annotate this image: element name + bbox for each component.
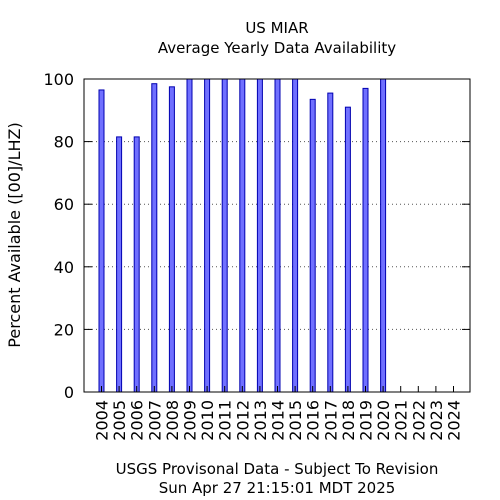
x-tick-label: 2004	[93, 400, 112, 441]
y-tick-label: 0	[64, 383, 74, 402]
bar-2011	[221, 78, 228, 393]
x-axis: 2004200520062007200820092010201120122013…	[93, 386, 464, 441]
bar-2012	[239, 78, 246, 393]
x-tick-label: 2012	[233, 400, 252, 441]
x-tick-label: 2005	[110, 400, 129, 441]
bar-2004	[98, 89, 105, 393]
chart-subtitle: Average Yearly Data Availability	[158, 39, 396, 57]
bar-2018	[344, 106, 351, 393]
x-tick-label: 2014	[269, 400, 288, 441]
bar-2007	[151, 83, 158, 393]
x-tick-label: 2017	[321, 400, 340, 441]
x-tick-label: 2007	[145, 400, 164, 441]
plot-frame	[83, 78, 471, 393]
y-axis-label: Percent Available ([00]/LHZ)	[5, 122, 24, 347]
timestamp: Sun Apr 27 21:15:01 MDT 2025	[159, 479, 396, 497]
y-tick-label: 40	[54, 258, 74, 277]
x-tick-label: 2020	[374, 400, 393, 441]
bar-2005	[116, 136, 123, 393]
x-axis-label: USGS Provisonal Data - Subject To Revisi…	[116, 460, 439, 478]
x-tick-label: 2008	[163, 400, 182, 441]
bar-2009	[186, 78, 193, 393]
bar-2015	[292, 78, 299, 393]
bars	[98, 78, 387, 393]
x-tick-label: 2009	[181, 400, 200, 441]
y-tick-label: 60	[54, 195, 74, 214]
bar-2019	[362, 87, 369, 393]
x-tick-label: 2023	[427, 400, 446, 441]
y-tick-label: 80	[54, 133, 74, 152]
y-tick-label: 100	[43, 70, 74, 89]
x-tick-label: 2011	[216, 400, 235, 441]
x-tick-label: 2024	[445, 400, 464, 441]
x-tick-label: 2006	[128, 400, 147, 441]
y-tick-label: 20	[54, 320, 74, 339]
x-tick-label: 2021	[392, 400, 411, 441]
bar-2014	[274, 78, 281, 393]
bar-2013	[256, 78, 263, 393]
bar-2006	[133, 136, 140, 393]
x-tick-label: 2015	[286, 400, 305, 441]
x-tick-label: 2010	[198, 400, 217, 441]
chart-title: US MIAR	[245, 19, 308, 37]
bar-2008	[168, 86, 175, 393]
bar-2020	[380, 78, 387, 393]
bar-2017	[327, 92, 334, 393]
x-tick-label: 2019	[357, 400, 376, 441]
bar-2016	[309, 98, 316, 393]
x-tick-label: 2013	[251, 400, 270, 441]
bar-2010	[204, 78, 211, 393]
x-tick-label: 2022	[409, 400, 428, 441]
x-tick-label: 2016	[304, 400, 323, 441]
y-axis: 0 20 40 60 80 100	[43, 70, 470, 402]
x-tick-label: 2018	[339, 400, 358, 441]
